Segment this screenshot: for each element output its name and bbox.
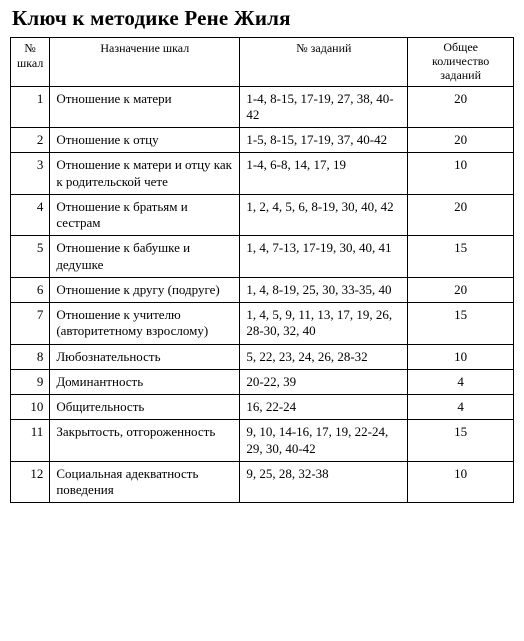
table-row: 6 Отношение к другу (подруге) 1, 4, 8-19…	[11, 277, 514, 302]
cell-tasks: 1, 4, 8-19, 25, 30, 33-35, 40	[240, 277, 408, 302]
col-header-name: Назначение шкал	[50, 38, 240, 87]
cell-tasks: 9, 25, 28, 32-38	[240, 461, 408, 503]
cell-tasks: 16, 22-24	[240, 395, 408, 420]
cell-num: 9	[11, 369, 50, 394]
cell-count: 10	[408, 153, 514, 195]
cell-num: 10	[11, 395, 50, 420]
cell-tasks: 1-4, 6-8, 14, 17, 19	[240, 153, 408, 195]
cell-name: Отношение к бабушке и дедушке	[50, 236, 240, 278]
cell-count: 20	[408, 277, 514, 302]
cell-num: 1	[11, 86, 50, 128]
cell-name: Социальная адекватность поведения	[50, 461, 240, 503]
cell-name: Общительность	[50, 395, 240, 420]
document-page: Ключ к методике Рене Жиля № шкал Назначе…	[0, 0, 524, 513]
cell-count: 20	[408, 128, 514, 153]
cell-num: 2	[11, 128, 50, 153]
cell-num: 3	[11, 153, 50, 195]
cell-name: Доминантность	[50, 369, 240, 394]
table-row: 5 Отношение к бабушке и дедушке 1, 4, 7-…	[11, 236, 514, 278]
table-row: 10 Общительность 16, 22-24 4	[11, 395, 514, 420]
cell-name: Любознательность	[50, 344, 240, 369]
cell-name: Отношение к братьям и сестрам	[50, 194, 240, 236]
cell-num: 4	[11, 194, 50, 236]
cell-count: 4	[408, 369, 514, 394]
cell-count: 15	[408, 303, 514, 345]
cell-count: 10	[408, 461, 514, 503]
cell-tasks: 1, 2, 4, 5, 6, 8-19, 30, 40, 42	[240, 194, 408, 236]
table-header-row: № шкал Назначение шкал № заданий Общее к…	[11, 38, 514, 87]
table-row: 2 Отношение к отцу 1-5, 8-15, 17-19, 37,…	[11, 128, 514, 153]
cell-count: 20	[408, 194, 514, 236]
cell-name: Отношение к другу (подруге)	[50, 277, 240, 302]
cell-tasks: 20-22, 39	[240, 369, 408, 394]
cell-num: 5	[11, 236, 50, 278]
table-row: 9 Доминантность 20-22, 39 4	[11, 369, 514, 394]
cell-name: Отношение к матери	[50, 86, 240, 128]
table-row: 1 Отношение к матери 1-4, 8-15, 17-19, 2…	[11, 86, 514, 128]
table-row: 8 Любознательность 5, 22, 23, 24, 26, 28…	[11, 344, 514, 369]
cell-name: Отношение к отцу	[50, 128, 240, 153]
cell-tasks: 1-5, 8-15, 17-19, 37, 40-42	[240, 128, 408, 153]
cell-num: 8	[11, 344, 50, 369]
cell-num: 6	[11, 277, 50, 302]
col-header-num: № шкал	[11, 38, 50, 87]
table-row: 12 Социальная адекватность поведения 9, …	[11, 461, 514, 503]
table-row: 4 Отношение к братьям и сестрам 1, 2, 4,…	[11, 194, 514, 236]
table-row: 7 Отношение к учителю (авторитетному взр…	[11, 303, 514, 345]
cell-tasks: 9, 10, 14-16, 17, 19, 22-24, 29, 30, 40-…	[240, 420, 408, 462]
cell-count: 15	[408, 420, 514, 462]
col-header-count: Общее количество заданий	[408, 38, 514, 87]
cell-tasks: 1, 4, 5, 9, 11, 13, 17, 19, 26, 28-30, 3…	[240, 303, 408, 345]
cell-tasks: 1-4, 8-15, 17-19, 27, 38, 40-42	[240, 86, 408, 128]
page-title: Ключ к методике Рене Жиля	[12, 6, 514, 31]
cell-num: 7	[11, 303, 50, 345]
table-body: 1 Отношение к матери 1-4, 8-15, 17-19, 2…	[11, 86, 514, 503]
cell-num: 11	[11, 420, 50, 462]
table-row: 3 Отношение к матери и отцу как к родите…	[11, 153, 514, 195]
key-table: № шкал Назначение шкал № заданий Общее к…	[10, 37, 514, 503]
cell-count: 15	[408, 236, 514, 278]
cell-num: 12	[11, 461, 50, 503]
cell-name: Отношение к матери и отцу как к родитель…	[50, 153, 240, 195]
cell-count: 4	[408, 395, 514, 420]
cell-tasks: 5, 22, 23, 24, 26, 28-32	[240, 344, 408, 369]
col-header-tasks: № заданий	[240, 38, 408, 87]
cell-tasks: 1, 4, 7-13, 17-19, 30, 40, 41	[240, 236, 408, 278]
cell-count: 20	[408, 86, 514, 128]
cell-name: Отношение к учителю (авторитетному взрос…	[50, 303, 240, 345]
cell-count: 10	[408, 344, 514, 369]
table-row: 11 Закрытость, отгороженность 9, 10, 14-…	[11, 420, 514, 462]
cell-name: Закрытость, отгороженность	[50, 420, 240, 462]
